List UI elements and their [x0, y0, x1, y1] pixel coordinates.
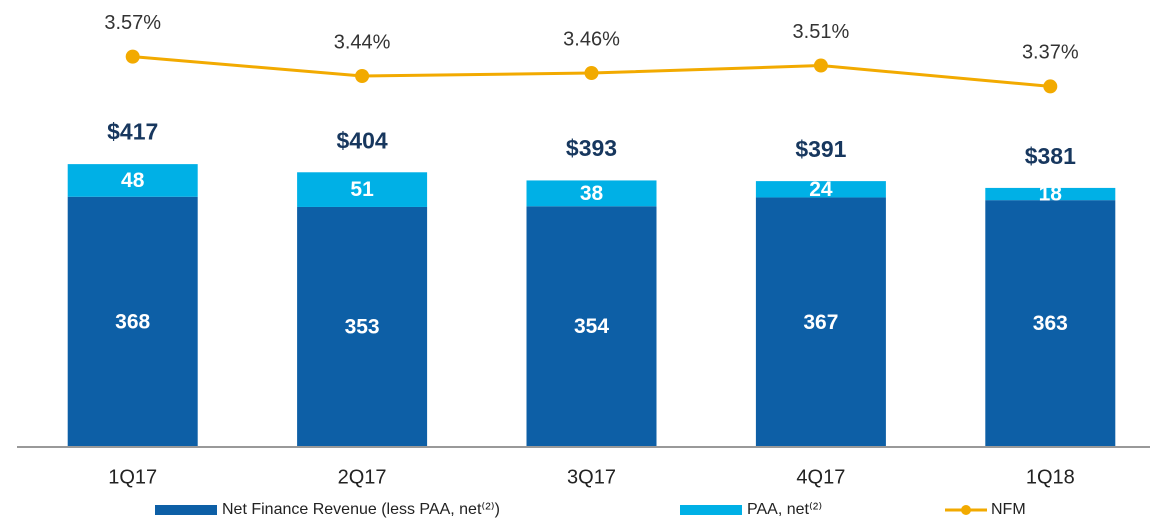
legend-swatch — [680, 505, 742, 515]
legend-label: Net Finance Revenue (less PAA, net⁽²⁾) — [222, 501, 500, 518]
x-tick-label: 2Q17 — [338, 466, 387, 488]
nfm-label: 3.37% — [1022, 42, 1079, 64]
x-tick-label: 1Q17 — [108, 466, 157, 488]
legend-label: NFM — [991, 501, 1026, 518]
legend-swatch — [155, 505, 217, 515]
bar-value-label: 51 — [350, 178, 374, 201]
total-label: $417 — [107, 119, 158, 145]
x-tick-label: 1Q18 — [1026, 466, 1075, 488]
bar-value-label: 368 — [115, 310, 150, 333]
nfm-point — [584, 66, 599, 81]
nfm-point — [355, 68, 370, 83]
total-label: $393 — [566, 135, 617, 161]
x-tick-label: 4Q17 — [796, 466, 845, 488]
bar-value-label: 354 — [574, 315, 609, 338]
bar-segment — [526, 206, 657, 447]
bar-segment — [67, 164, 198, 197]
bar-value-label: 18 — [1039, 183, 1063, 206]
nfm-label: 3.44% — [334, 31, 391, 53]
bar-value-label: 38 — [580, 182, 604, 205]
bar-segment — [297, 172, 428, 207]
total-label: $404 — [337, 127, 388, 153]
nfm-point — [813, 58, 828, 73]
bar-segment — [297, 206, 428, 447]
x-tick-label: 3Q17 — [567, 466, 616, 488]
nfm-label: 3.51% — [793, 21, 850, 43]
legend-label: PAA, net⁽²⁾ — [747, 501, 822, 518]
bar-value-label: 353 — [345, 316, 380, 339]
total-label: $391 — [795, 136, 846, 162]
nfm-label: 3.57% — [104, 12, 161, 34]
bar-segment — [985, 200, 1116, 447]
legend-point — [961, 505, 971, 515]
bar-segment — [755, 181, 886, 198]
total-label: $381 — [1025, 143, 1076, 169]
nfm-point — [1043, 79, 1058, 94]
bar-value-label: 48 — [121, 169, 145, 192]
bar-segment — [67, 196, 198, 447]
nfm-point — [125, 49, 140, 64]
bar-segment — [755, 197, 886, 447]
bar-value-label: 367 — [803, 311, 838, 334]
bar-value-label: 24 — [809, 178, 833, 201]
bar-segment — [526, 180, 657, 207]
nfm-label: 3.46% — [563, 28, 620, 50]
bar-value-label: 363 — [1033, 312, 1068, 335]
bar-segment — [985, 187, 1116, 201]
